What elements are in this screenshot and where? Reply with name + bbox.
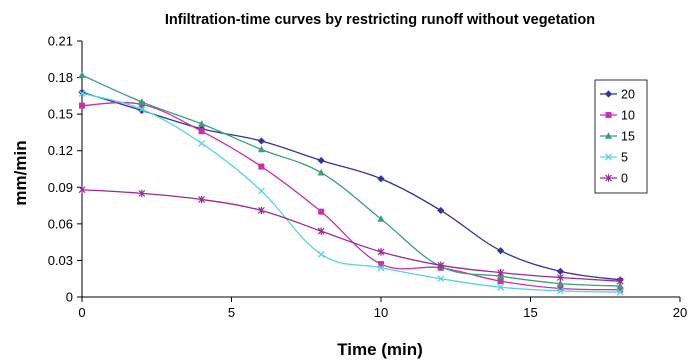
series-line	[81, 91, 621, 281]
x-tick-label: 15	[523, 305, 537, 320]
y-axis-label: mm/min	[11, 140, 30, 205]
series-5	[78, 89, 624, 296]
data-point	[378, 261, 384, 268]
series-15	[78, 71, 624, 289]
y-tick-label: 0.06	[48, 216, 73, 231]
data-point	[497, 283, 505, 291]
marker-stroke	[605, 153, 612, 161]
legend-label: 20	[621, 88, 635, 102]
legend-marker	[605, 174, 612, 182]
data-point	[257, 206, 265, 215]
data-point	[497, 247, 505, 255]
data-point	[78, 185, 86, 194]
legend-box	[594, 79, 648, 194]
data-point	[437, 275, 445, 283]
data-point	[556, 279, 564, 287]
chart-title: Infiltration-time curves by restricting …	[165, 12, 595, 28]
series-line	[81, 101, 621, 291]
legend-marker	[605, 112, 612, 118]
data-point	[557, 285, 564, 292]
data-point	[258, 163, 265, 170]
marker-stroke	[556, 287, 564, 295]
data-point	[317, 168, 325, 176]
series-line	[81, 92, 621, 293]
data-point	[78, 88, 86, 96]
marker-stroke	[78, 89, 86, 97]
plot-area: 0 0.03 0.06 0.09 0.12 0.15 0.18 0.21 0 5 10 15 20	[48, 34, 688, 321]
data-point	[497, 278, 504, 285]
data-point	[257, 187, 265, 195]
data-point	[377, 248, 385, 256]
data-point	[317, 250, 325, 258]
data-point	[437, 261, 445, 270]
legend-marker	[604, 90, 613, 98]
marker-stroke	[616, 288, 624, 296]
legend-label: 15	[621, 130, 635, 144]
data-point	[198, 195, 206, 204]
y-tick-label: 0.12	[48, 143, 73, 158]
y-tick-label: 0.21	[48, 34, 73, 49]
x-tick-label: 5	[228, 305, 235, 320]
legend-label: 5	[621, 151, 628, 165]
data-point	[616, 282, 624, 289]
data-point	[138, 105, 146, 113]
data-point	[616, 277, 624, 285]
x-tick-label: 20	[673, 305, 687, 320]
data-point	[556, 287, 564, 295]
series-line	[81, 74, 621, 287]
series-line	[81, 189, 621, 282]
y-tick-label: 0	[66, 290, 73, 305]
data-point	[317, 227, 325, 235]
data-point	[79, 102, 85, 109]
y-tick-label: 0.15	[48, 107, 73, 122]
marker-stroke	[497, 283, 505, 291]
data-point	[497, 268, 505, 277]
data-point	[616, 288, 624, 296]
series-0	[78, 185, 624, 285]
marker-stroke	[257, 187, 265, 195]
data-point	[257, 145, 265, 153]
marker-stroke	[317, 250, 325, 258]
x-tick-label: 0	[78, 305, 85, 320]
legend-marker	[605, 153, 612, 161]
data-point	[257, 137, 265, 145]
data-point	[198, 120, 206, 127]
data-point	[437, 206, 445, 215]
legend: 20 10 15 5 0	[594, 79, 648, 194]
data-point	[556, 267, 564, 275]
marker-stroke	[138, 105, 146, 113]
marker-stroke	[437, 275, 445, 283]
legend-label: 0	[621, 172, 628, 186]
data-point	[78, 71, 86, 78]
x-tick-label: 10	[374, 305, 388, 320]
data-point	[198, 128, 205, 135]
marker-stroke	[198, 139, 206, 147]
legend-label: 10	[621, 109, 635, 123]
data-point	[377, 175, 385, 183]
data-point	[377, 215, 385, 222]
data-point	[138, 98, 146, 105]
y-tick-label: 0.18	[48, 70, 73, 85]
y-tick-label: 0.09	[48, 180, 73, 195]
data-point	[617, 286, 624, 293]
data-point	[198, 139, 206, 147]
marker-stroke	[377, 264, 385, 272]
data-point	[318, 208, 325, 215]
x-axis-label: Time (min)	[337, 340, 423, 359]
data-point	[556, 273, 564, 282]
data-point	[138, 189, 146, 198]
data-point	[317, 156, 325, 165]
y-tick-label: 0.03	[48, 253, 73, 268]
data-point	[78, 89, 86, 97]
legend-marker	[604, 132, 613, 139]
data-point	[377, 264, 385, 272]
